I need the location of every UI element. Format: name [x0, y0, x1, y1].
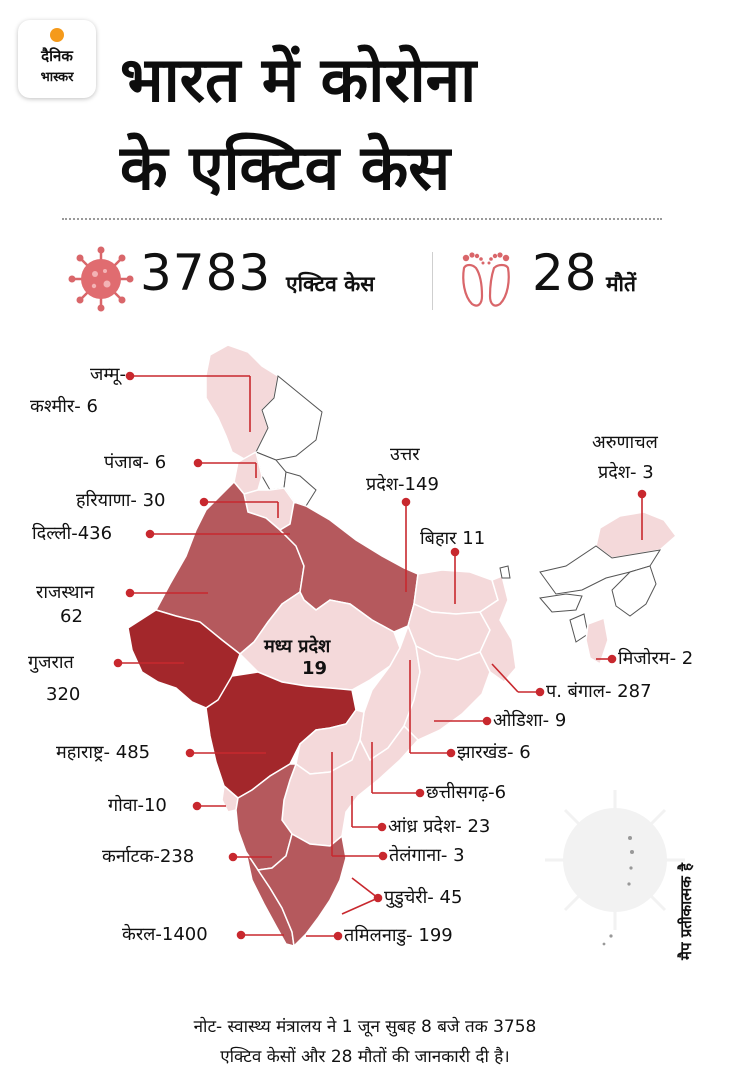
dotted-divider	[62, 218, 662, 220]
state-sikkim	[499, 565, 511, 579]
dainik-bhaskar-logo: दैनिक भास्कर	[18, 20, 96, 98]
label-tamilnadu: तमिलनाडु- 199	[344, 925, 453, 946]
state-meghalaya	[539, 593, 583, 613]
label-goa: गोवा-10	[108, 795, 167, 816]
footnote-line2: एक्टिव केसों और 28 मौतों की जानकारी दी ह…	[220, 1047, 510, 1067]
state-bihar	[413, 569, 499, 615]
label-delhi: दिल्ली-436	[32, 523, 113, 544]
label-punjab: पंजाब- 6	[104, 452, 167, 473]
label-bihar: बिहार 11	[420, 528, 486, 549]
state-tamil-nadu	[256, 832, 347, 948]
footnote: नोट- स्वास्थ्य मंत्रालय ने 1 जून सुबह 8 …	[0, 1012, 730, 1072]
state-odisha	[403, 644, 491, 741]
state-nagaland-manipur	[611, 565, 657, 617]
label-chhattisgarh: छत्तीसगढ़-6	[426, 782, 507, 803]
label-jharkhand: झारखंड- 6	[457, 742, 531, 763]
deaths-label: मौतें	[606, 272, 636, 296]
state-west-bengal	[479, 574, 517, 684]
state-arunachal-pradesh	[595, 511, 678, 559]
label-jk-line2: कश्मीर- 6	[30, 396, 98, 417]
active-cases-label: एक्टिव केस	[286, 272, 375, 296]
footnote-line1: नोट- स्वास्थ्य मंत्रालय ने 1 जून सुबह 8 …	[193, 1017, 537, 1037]
state-tripura	[569, 613, 589, 643]
label-mp-line1: मध्य प्रदेश	[264, 636, 331, 657]
label-haryana: हरियाणा- 30	[76, 490, 166, 511]
label-maharashtra: महाराष्ट्र- 485	[56, 742, 151, 763]
label-mp-line2: 19	[302, 658, 328, 679]
andaman-islands	[602, 836, 634, 946]
label-gujarat-line1: गुजरात	[28, 652, 74, 673]
footprints-icon	[462, 252, 510, 307]
label-rajasthan-line1: राजस्थान	[36, 582, 95, 603]
sun-icon	[50, 28, 64, 42]
stats-separator	[432, 252, 433, 310]
background-virus-icon	[545, 790, 685, 930]
logo-line2: भास्कर	[40, 70, 74, 85]
label-andhra: आंध्र प्रदेश- 23	[388, 816, 491, 837]
map-disclaimer: मैप प्रतीकात्मक है	[677, 863, 695, 960]
india-map	[113, 344, 685, 948]
state-assam	[539, 545, 662, 595]
label-arunachal-line2: प्रदेश- 3	[598, 462, 654, 483]
state-mizoram	[585, 616, 609, 666]
label-puducherry: पुडुचेरी- 45	[384, 887, 463, 908]
state-karnataka	[235, 763, 298, 871]
label-karnataka: कर्नाटक-238	[102, 846, 195, 867]
label-kerala: केरल-1400	[122, 924, 208, 945]
label-gujarat-line2: 320	[46, 684, 81, 705]
leader-lines	[113, 371, 647, 941]
active-cases-value: 3783	[140, 244, 272, 302]
label-jk-line1: जम्मू-	[90, 364, 126, 385]
label-mizoram: मिजोरम- 2	[618, 648, 694, 669]
virus-icon	[68, 246, 134, 312]
logo-line1: दैनिक	[41, 47, 73, 65]
label-telangana: तेलंगाना- 3	[389, 845, 465, 866]
label-odisha: ओडिशा- 9	[493, 710, 567, 731]
label-west-bengal: प. बंगाल- 287	[546, 681, 652, 702]
label-up-line2: प्रदेश-149	[366, 474, 439, 495]
label-up-line1: उत्तर	[390, 444, 420, 465]
page-title: भारत में कोरोना के एक्टिव केस	[120, 36, 640, 212]
label-rajasthan-line2: 62	[60, 606, 83, 627]
title-line1: भारत में कोरोना	[120, 43, 477, 116]
title-line2: के एक्टिव केस	[120, 131, 451, 204]
deaths-value: 28	[532, 244, 598, 302]
label-arunachal-line1: अरुणाचल	[592, 432, 658, 453]
